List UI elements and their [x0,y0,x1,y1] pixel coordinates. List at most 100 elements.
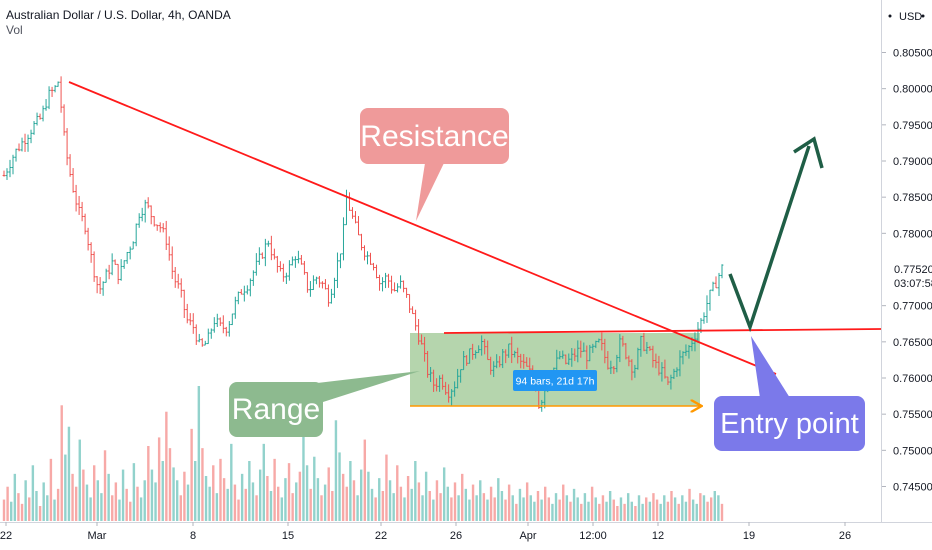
volume-bar [612,499,615,521]
volume-bar [464,488,468,521]
volume-bar [42,482,45,521]
volume-bar [363,439,367,521]
volume-bar [334,420,338,521]
volume-bar [313,456,316,521]
volume-bar [320,495,323,521]
volume-bar [82,469,85,521]
price-tick-label: 0.77000 [893,301,932,313]
volume-bar [608,491,612,521]
resistance-label: Resistance [360,120,508,153]
forecast-arrow [728,145,811,333]
resistance-callout-pointer [416,163,444,221]
volume-bar [569,501,572,521]
volume-bar [623,503,626,521]
volume-bar [17,493,20,521]
volume-bar [298,471,302,521]
volume-bar [341,473,345,521]
volume-bar [442,467,446,521]
volume-bar [619,497,623,521]
volume-bar [10,501,13,521]
settings-dot-icon[interactable] [921,14,925,18]
price-tick-label: 0.76500 [893,337,932,349]
volume-bar [713,491,716,521]
volume-bar [179,495,182,521]
volume-bar [323,484,327,521]
volume-bar [13,473,17,521]
volume-bar [482,493,486,521]
volume-bar [222,478,226,521]
volume-bar [147,446,150,521]
volume-bar [266,476,269,521]
time-tick-label: 26 [839,530,851,542]
volume-bar [396,465,399,521]
range-top-line [443,328,882,334]
volume-bar [93,465,96,521]
volume-bar [489,486,493,521]
volume-bar [399,486,403,521]
volume-bar [583,493,587,521]
volume-bar [208,486,211,521]
volume-bar [309,488,312,521]
resistance-trendline [68,81,777,375]
volume-bar [562,484,565,521]
volume-bar [31,465,35,521]
volume-bar [20,503,24,521]
volume-bar [28,497,31,521]
volume-bar [305,465,309,521]
time-tick-label: 12:00 [579,530,607,542]
forecast-arrowhead [793,136,824,169]
volume-bar [215,493,219,521]
volume-bar [367,471,370,521]
volume-bar [338,452,341,521]
volume-bar [258,469,262,521]
volume-bar [136,486,139,521]
volume-bar [634,506,637,521]
volume-bar [645,497,648,521]
volume-bar [547,497,551,521]
time-tick-label: 22 [375,530,387,542]
volume-bar [201,448,204,521]
time-axis[interactable]: 22 Mar 8 15 22 26 Apr 12:00 12 19 26 [0,522,851,542]
currency-dot [888,14,892,18]
volume-bar [190,428,193,521]
time-tick-label: 26 [450,530,462,542]
volume-bar [450,497,453,521]
volume-bar [695,503,698,521]
volume-bar [688,488,691,521]
volume-bar [417,482,421,521]
price-tick-label: 0.79500 [893,120,932,132]
volume-bar [637,495,641,521]
volume-bar [302,431,305,521]
volume-bar [67,426,71,521]
volume-bars [2,386,724,521]
entry-callout [714,396,865,451]
volume-bar [172,467,175,521]
volume-bar [35,491,38,521]
volume-bar [233,484,237,521]
volume-indicator-label: Vol [6,23,23,37]
volume-bar [616,506,619,521]
volume-bar [74,486,78,521]
volume-bar [414,461,417,521]
volume-bar [352,480,356,521]
volume-bar [96,480,100,521]
volume-bar [659,503,662,521]
volume-bar [717,495,720,521]
volume-bar [71,473,74,521]
currency-label: USD [899,11,922,23]
volume-bar [684,501,688,521]
volume-bar [53,499,56,521]
price-tick-label: 0.80000 [893,84,932,96]
volume-bar [219,458,222,521]
volume-bar [486,499,489,521]
price-tick-label: 0.79000 [893,156,932,168]
volume-bar [157,437,161,521]
volume-bar [186,484,190,521]
volume-bar [435,480,439,521]
volume-bar [230,443,233,521]
volume-bar [111,495,114,521]
volume-bar [161,461,164,521]
volume-bar [479,480,482,521]
